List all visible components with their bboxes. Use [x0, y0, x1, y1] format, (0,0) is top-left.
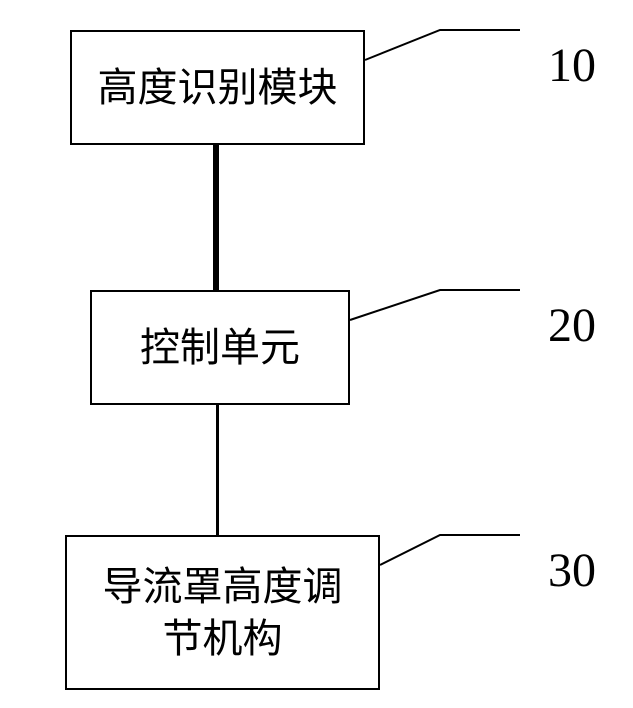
label-30: 30	[548, 543, 596, 598]
connector-2-3	[216, 405, 219, 535]
node-3-text: 导流罩高度调节机构	[87, 561, 358, 665]
connector-1-2	[213, 145, 219, 290]
label-20: 20	[548, 298, 596, 353]
label-10: 10	[548, 38, 596, 93]
flowchart-node-3: 导流罩高度调节机构	[65, 535, 380, 690]
flowchart-node-2: 控制单元	[90, 290, 350, 405]
flowchart-node-1: 高度识别模块	[70, 30, 365, 145]
node-2-text: 控制单元	[140, 322, 300, 374]
node-1-text: 高度识别模块	[98, 62, 338, 114]
